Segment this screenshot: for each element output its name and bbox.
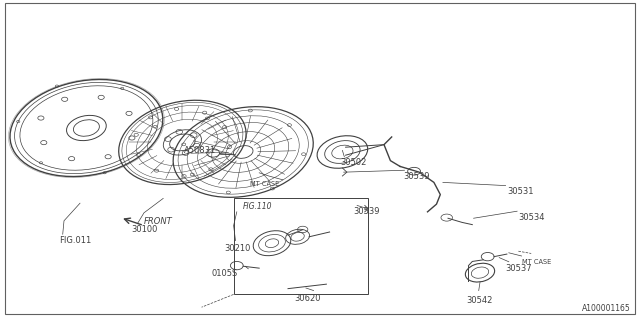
Text: 30620: 30620 (294, 294, 321, 303)
Bar (234, 198, 368, 294)
Text: FIG.011: FIG.011 (59, 236, 91, 245)
Text: 30502: 30502 (340, 158, 367, 167)
Text: 30534: 30534 (518, 213, 545, 222)
Text: 30537: 30537 (506, 264, 532, 273)
Text: 30100: 30100 (131, 225, 157, 234)
Text: A50831: A50831 (184, 146, 216, 155)
Text: 0105S: 0105S (211, 269, 237, 278)
Text: A100001165: A100001165 (582, 304, 630, 313)
Text: 30539: 30539 (403, 172, 429, 181)
Text: 30210: 30210 (224, 244, 250, 253)
Text: 30542: 30542 (466, 296, 492, 305)
Text: FRONT: FRONT (144, 217, 173, 226)
Text: FIG.110: FIG.110 (243, 202, 273, 211)
Text: 30531: 30531 (507, 187, 533, 196)
Text: MT CASE: MT CASE (522, 259, 551, 265)
Text: MT CASE: MT CASE (250, 181, 279, 187)
Text: 30539: 30539 (353, 207, 380, 216)
